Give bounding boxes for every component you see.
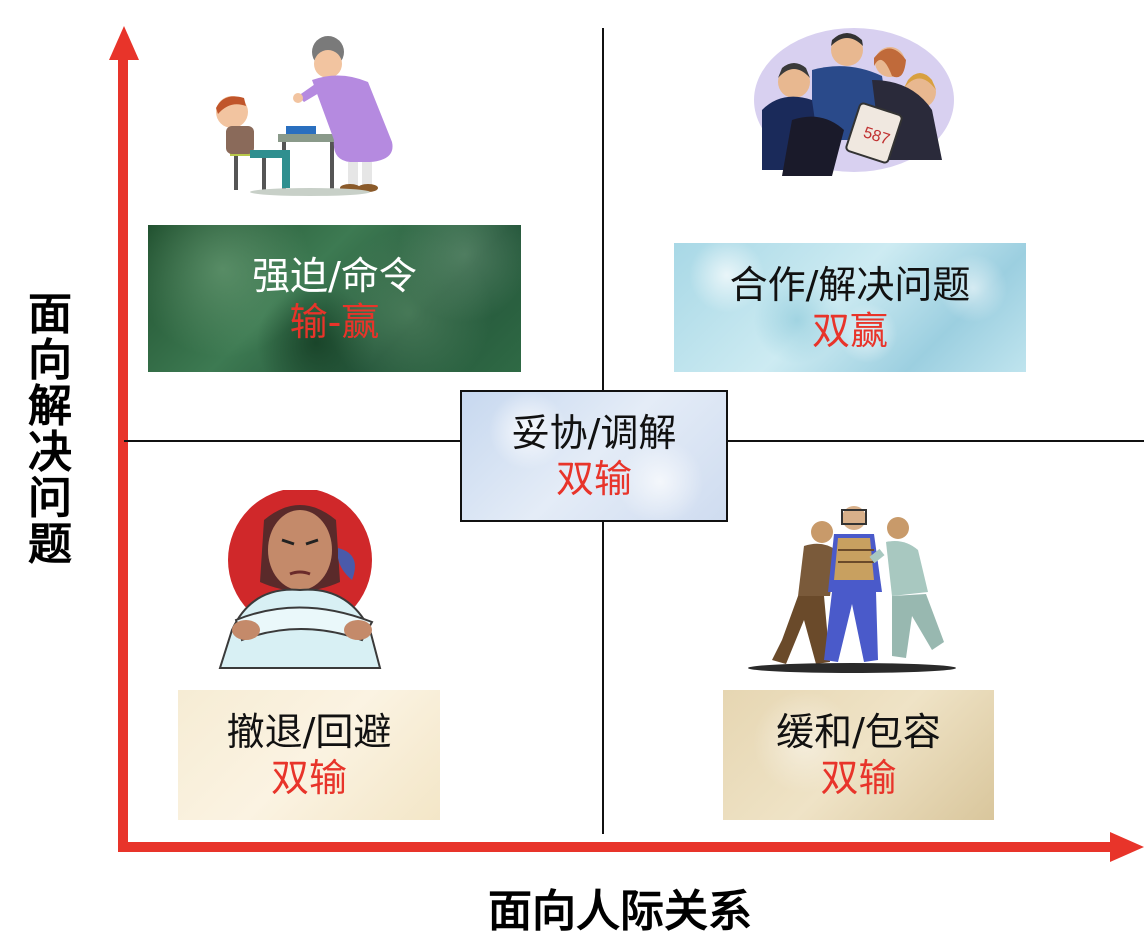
x-axis (118, 842, 1118, 852)
y-axis (118, 50, 128, 850)
team-collaboration-icon: 587 (754, 28, 954, 176)
quadrant-compromising-title: 妥协/调解 (511, 411, 677, 455)
quadrant-compromising-outcome: 双输 (555, 457, 632, 501)
quadrant-avoiding-title: 撤退/回避 (226, 710, 392, 754)
quadrant-collaborating: 合作/解决问题 双赢 (674, 243, 1026, 372)
arms-crossed-girl-icon (218, 490, 382, 669)
x-axis-label: 面向人际关系 (488, 886, 752, 937)
x-axis-arrow-icon (1110, 832, 1144, 862)
quadrant-avoiding-outcome: 双输 (270, 756, 347, 800)
quadrant-accommodating-title: 缓和/包容 (776, 710, 941, 754)
quadrant-forcing: 强迫/命令 输-赢 (148, 225, 521, 372)
quadrant-accommodating: 缓和/包容 双输 (723, 690, 994, 820)
y-axis-arrow-icon (109, 26, 139, 60)
quadrant-collaborating-outcome: 双赢 (811, 308, 888, 353)
teacher-scolding-student-icon (216, 36, 393, 196)
quadrant-accommodating-outcome: 双输 (820, 756, 897, 800)
quadrant-collaborating-title: 合作/解决问题 (729, 262, 971, 307)
referee-separating-men-icon (748, 506, 956, 673)
y-axis-label: 面向解决问题 (28, 289, 72, 570)
quadrant-forcing-title: 强迫/命令 (252, 253, 417, 298)
quadrant-compromising: 妥协/调解 双输 (460, 390, 728, 522)
quadrant-avoiding: 撤退/回避 双输 (178, 690, 440, 820)
quadrant-forcing-outcome: 输-赢 (289, 299, 380, 344)
